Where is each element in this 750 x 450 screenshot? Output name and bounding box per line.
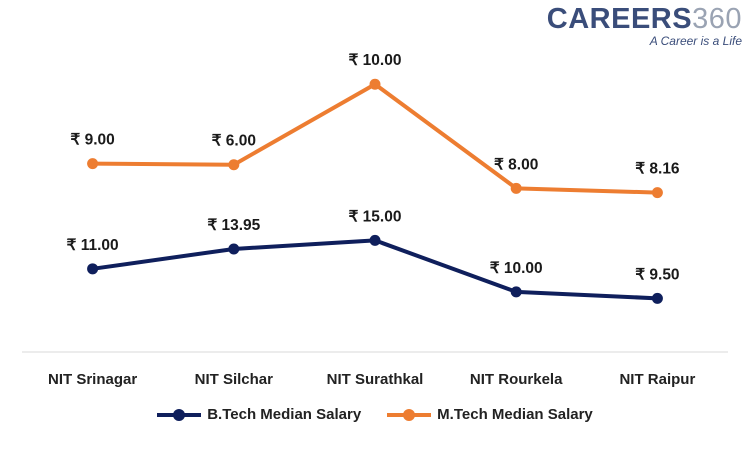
data-point-mtech (651, 187, 663, 199)
chart-legend: B.Tech Median Salary M.Tech Median Salar… (0, 406, 750, 423)
data-point-btech (369, 234, 381, 246)
logo-number: 360 (692, 3, 742, 35)
series-line-btech (90, 238, 660, 301)
legend-label-btech: B.Tech Median Salary (207, 406, 362, 423)
legend-item-mtech: M.Tech Median Salary (387, 406, 593, 423)
x-tick-label: NIT Silchar (195, 371, 274, 388)
legend-swatch-btech (157, 408, 202, 421)
data-label-mtech: ₹ 9.00 (70, 132, 114, 149)
legend-label-mtech: M.Tech Median Salary (437, 406, 593, 423)
data-point-mtech (510, 182, 522, 194)
logo-brand: CAREERS (546, 3, 693, 35)
legend-item-btech: B.Tech Median Salary (157, 406, 361, 423)
data-label-mtech: ₹ 8.00 (494, 156, 538, 173)
data-label-mtech: ₹ 6.00 (212, 133, 256, 150)
x-tick-label: NIT Surathkal (327, 371, 424, 388)
data-point-mtech (87, 158, 99, 170)
logo-tagline: A Career is a Life (649, 34, 742, 48)
data-point-btech (87, 263, 99, 275)
data-point-btech (510, 286, 522, 298)
data-label-btech: ₹ 9.50 (635, 266, 679, 283)
data-label-btech: ₹ 15.00 (349, 208, 402, 225)
data-label-btech: ₹ 13.95 (207, 217, 260, 234)
data-label-mtech: ₹ 8.16 (635, 161, 680, 178)
data-point-mtech (228, 159, 240, 171)
careers360-logo: CAREERS360 A Career is a Life (547, 2, 742, 48)
data-point-btech (228, 243, 240, 255)
data-label-mtech: ₹ 10.00 (349, 52, 402, 69)
data-label-btech: ₹ 10.00 (490, 260, 543, 277)
x-tick-label: NIT Raipur (619, 371, 695, 388)
data-label-btech: ₹ 11.00 (67, 237, 119, 254)
x-tick-label: NIT Srinagar (48, 371, 137, 388)
legend-swatch-mtech (387, 408, 432, 421)
series-line-mtech (90, 82, 660, 195)
data-point-mtech (369, 78, 381, 90)
x-tick-label: NIT Rourkela (470, 371, 563, 388)
data-point-btech (651, 292, 663, 304)
